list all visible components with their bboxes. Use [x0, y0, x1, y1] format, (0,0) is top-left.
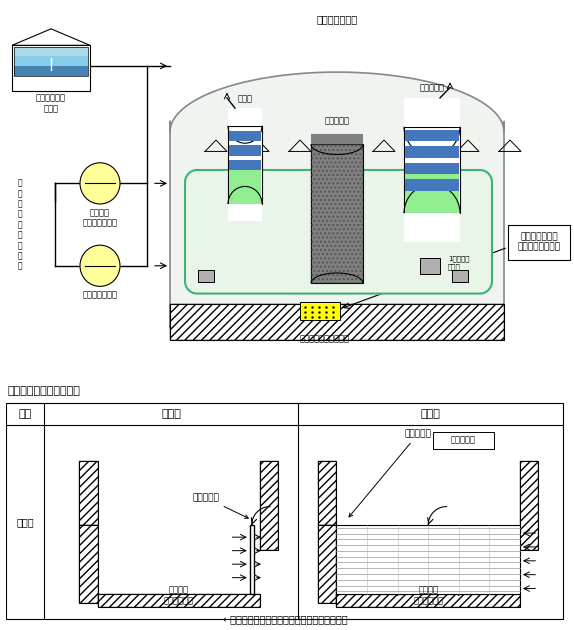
- Bar: [336, 594, 520, 607]
- Text: 面積の拡大: 面積の拡大: [451, 436, 476, 445]
- Bar: [404, 127, 460, 213]
- Bar: [405, 130, 459, 141]
- Bar: [79, 461, 98, 525]
- Bar: [14, 55, 88, 66]
- Bar: [452, 270, 468, 282]
- Bar: [311, 144, 363, 284]
- Bar: [228, 204, 262, 222]
- Text: 格納容器
再循環サンプ: 格納容器 再循環サンプ: [164, 585, 193, 605]
- Polygon shape: [185, 170, 492, 294]
- Bar: [260, 461, 278, 551]
- Polygon shape: [170, 72, 504, 328]
- Bar: [336, 525, 520, 594]
- Bar: [405, 163, 459, 174]
- Bar: [229, 159, 261, 170]
- Bar: [420, 258, 440, 274]
- FancyBboxPatch shape: [311, 134, 363, 144]
- Bar: [14, 47, 88, 76]
- Text: 燃料取替用水
タンク: 燃料取替用水 タンク: [36, 94, 66, 113]
- Text: スクリーン取替前後比較: スクリーン取替前後比較: [8, 386, 80, 396]
- Text: 原子炉格納容器: 原子炉格納容器: [316, 14, 358, 25]
- Bar: [12, 45, 90, 91]
- Bar: [404, 213, 460, 242]
- Bar: [170, 304, 504, 340]
- Bar: [228, 108, 262, 125]
- Text: 格納容器
再循環サンプ: 格納容器 再循環サンプ: [413, 585, 443, 605]
- Bar: [229, 131, 261, 141]
- Bar: [405, 146, 459, 158]
- Bar: [170, 304, 504, 340]
- Bar: [250, 525, 254, 594]
- Text: 加圧器: 加圧器: [238, 94, 253, 103]
- Bar: [198, 270, 214, 282]
- Bar: [14, 66, 88, 76]
- Bar: [319, 461, 336, 525]
- Bar: [520, 461, 538, 551]
- Bar: [228, 125, 262, 204]
- Text: 取替後: 取替後: [421, 409, 441, 419]
- Bar: [405, 170, 459, 213]
- Bar: [319, 525, 336, 604]
- Text: 余熱除去ポンプ: 余熱除去ポンプ: [83, 290, 118, 299]
- Text: スクリーン: スクリーン: [193, 493, 249, 518]
- Text: 蒸気発生器: 蒸気発生器: [420, 84, 444, 93]
- Bar: [319, 525, 336, 604]
- Bar: [229, 146, 261, 156]
- Text: 非
常
用
炉
心
冷
却
系
統: 非 常 用 炉 心 冷 却 系 統: [18, 178, 22, 271]
- Polygon shape: [12, 29, 90, 45]
- Text: ←：格納容器再循環サンプへ流入する水の流れ: ←：格納容器再循環サンプへ流入する水の流れ: [223, 614, 348, 624]
- Bar: [14, 47, 88, 55]
- Text: 格納容器
スプレイポンプ: 格納容器 スプレイポンプ: [83, 208, 118, 227]
- Bar: [405, 180, 459, 190]
- Text: 格納容器再循環
サンプスクリーン: 格納容器再循環 サンプスクリーン: [518, 232, 560, 252]
- Bar: [79, 525, 98, 604]
- Bar: [311, 144, 363, 284]
- Text: 項目: 項目: [18, 409, 32, 419]
- Circle shape: [80, 163, 120, 204]
- Text: 格納容器再循環サンプ: 格納容器再循環サンプ: [300, 335, 350, 344]
- Bar: [79, 525, 98, 604]
- Circle shape: [80, 245, 120, 287]
- Bar: [336, 594, 520, 607]
- Text: 1次冷却材
ポンプ: 1次冷却材 ポンプ: [448, 256, 470, 270]
- Bar: [6, 403, 563, 619]
- Text: 原子炉容器: 原子炉容器: [324, 117, 350, 125]
- Text: 概念図: 概念図: [16, 517, 34, 527]
- Bar: [260, 461, 278, 551]
- Text: スクリーン: スクリーン: [349, 429, 432, 517]
- Bar: [404, 98, 460, 127]
- Bar: [508, 224, 570, 260]
- Text: 取替前: 取替前: [161, 409, 181, 419]
- Bar: [319, 461, 336, 525]
- Bar: [229, 165, 261, 204]
- Bar: [79, 461, 98, 525]
- Bar: [433, 432, 494, 449]
- Bar: [98, 594, 260, 607]
- Bar: [300, 302, 340, 321]
- Bar: [98, 594, 260, 607]
- Bar: [520, 461, 538, 551]
